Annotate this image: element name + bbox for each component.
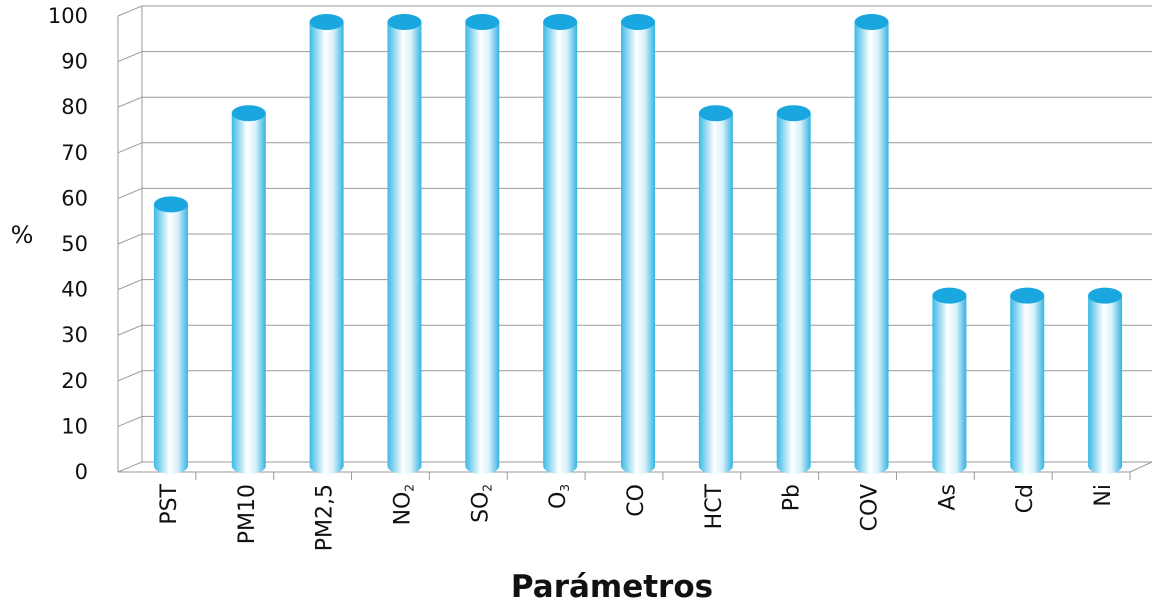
bar-top	[1010, 287, 1045, 304]
x-tick-label-text: PM2,5	[313, 484, 338, 551]
x-tick-label-text: Cd	[1013, 484, 1038, 513]
bar	[1010, 287, 1045, 474]
bar-top	[387, 14, 422, 30]
y-tick-label: 60	[61, 186, 88, 210]
bar-top	[543, 14, 578, 30]
bar	[465, 14, 500, 474]
bar-top	[621, 14, 655, 30]
x-tick-label-text: Ni	[1091, 484, 1116, 507]
y-tick-label: 80	[61, 95, 88, 119]
bar	[1088, 287, 1123, 474]
bar-top	[854, 14, 889, 30]
gridline-diagonal	[117, 187, 143, 199]
x-tick-label: SO2	[468, 484, 494, 523]
x-tick-label-text: Pb	[780, 484, 805, 511]
gridline-diagonal	[117, 324, 143, 336]
bar	[854, 14, 889, 474]
x-tick-label: NO2	[390, 484, 416, 525]
x-tick-label-text: COV	[858, 484, 883, 531]
gridline-diagonal	[117, 51, 143, 63]
bar	[776, 105, 811, 474]
y-tick-label: 90	[61, 50, 88, 74]
bar	[698, 105, 733, 474]
x-tick-label: PST	[157, 483, 182, 524]
bar	[387, 14, 422, 474]
bar-body	[231, 113, 266, 474]
gridline-diagonal	[117, 415, 143, 427]
x-tick-label: Cd	[1013, 484, 1038, 513]
bar-body	[776, 113, 811, 474]
x-tick-label: Ni	[1091, 484, 1116, 507]
bar-body	[621, 22, 655, 474]
x-tick-label: As	[935, 484, 960, 511]
x-tick-label: COV	[858, 484, 883, 531]
gridline-diagonal	[117, 370, 143, 382]
bar	[621, 14, 655, 474]
y-tick-label: 0	[75, 460, 88, 484]
x-tick-label-text: NO	[390, 492, 415, 526]
x-tick-label-subscript: 2	[402, 484, 416, 492]
bar-body	[1010, 295, 1045, 474]
y-tick-label: 30	[61, 323, 88, 347]
bar-body	[698, 113, 733, 474]
bar-body	[543, 22, 578, 474]
gridline-diagonal	[117, 233, 143, 245]
bar-top	[932, 287, 967, 304]
gridline-diagonal	[117, 461, 143, 473]
bar	[543, 14, 578, 474]
bar-top	[776, 105, 811, 122]
y-tick-label: 70	[61, 141, 88, 165]
bar-top	[309, 14, 344, 30]
bar-body	[387, 22, 422, 474]
x-tick-label: Pb	[780, 484, 805, 511]
gridline-diagonal	[117, 279, 143, 291]
x-tick-label-subscript: 2	[480, 484, 494, 492]
gridline-diagonal	[117, 142, 143, 154]
bar	[932, 287, 967, 474]
gridline-diagonal	[117, 96, 143, 108]
bar-top	[153, 196, 188, 213]
bar-top	[231, 105, 266, 122]
x-tick-label: HCT	[702, 483, 727, 529]
x-tick-label: O3	[546, 484, 572, 509]
bar-body	[465, 22, 500, 474]
bar-body	[153, 204, 188, 474]
gridline-diagonal	[117, 5, 143, 17]
x-tick-label-text: As	[935, 484, 960, 511]
bar-body	[854, 22, 889, 474]
y-tick-label: 20	[61, 369, 88, 393]
y-tick-label: 10	[61, 414, 88, 438]
y-tick-label: 100	[48, 4, 88, 28]
x-tick-label-text: PST	[157, 483, 182, 524]
x-axis-title: Parámetros	[511, 569, 713, 605]
x-tick-label: PM2,5	[313, 484, 338, 551]
x-tick-label: CO	[624, 484, 649, 517]
x-tick-label-text: PM10	[235, 484, 260, 544]
x-tick-label-subscript: 3	[558, 484, 572, 492]
axes	[117, 6, 1153, 480]
y-tick-label: 40	[61, 278, 88, 302]
bar-top	[465, 14, 500, 30]
y-tick-labels: 0 10 20 30 40 50 60 70 80 90 100	[48, 4, 88, 484]
bar	[153, 196, 188, 474]
bar-body	[932, 295, 967, 474]
bar	[231, 105, 266, 474]
x-tick-label-text: HCT	[702, 483, 727, 529]
bar-body	[309, 22, 344, 474]
bar	[309, 14, 344, 474]
bar-body	[1088, 295, 1123, 474]
bar-top	[698, 105, 733, 122]
x-tick-label-text: SO	[468, 492, 493, 523]
x-tick-label: PM10	[235, 484, 260, 544]
y-axis-title: %	[11, 221, 34, 249]
x-tick-label-text: CO	[624, 484, 649, 517]
bars	[153, 14, 1123, 474]
bar-top	[1088, 287, 1123, 304]
floor-edge	[1129, 461, 1153, 473]
x-tick-label-text: O	[546, 492, 571, 509]
y-tick-label: 50	[61, 232, 88, 256]
